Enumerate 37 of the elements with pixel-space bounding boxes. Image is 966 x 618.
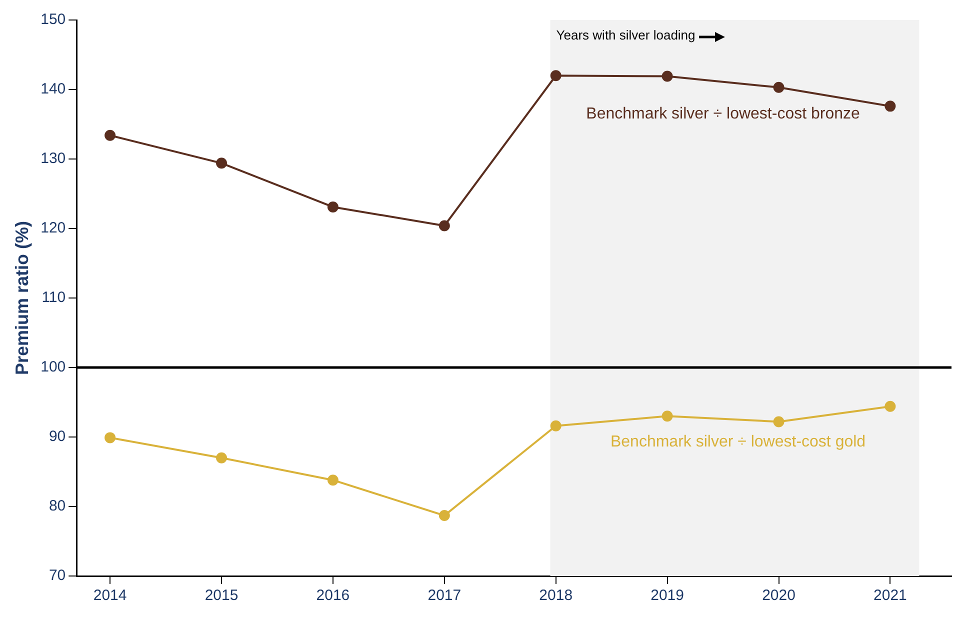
point bbox=[550, 420, 562, 432]
y-tick-label: 140 bbox=[40, 80, 66, 98]
x-tick-label: 2018 bbox=[539, 587, 573, 604]
band-label: Years with silver loading bbox=[556, 28, 696, 43]
point bbox=[104, 130, 116, 141]
x-tick-label: 2021 bbox=[874, 587, 907, 604]
series-label: Benchmark silver ÷ lowest-cost gold bbox=[610, 434, 866, 451]
series-label: Benchmark silver ÷ lowest-cost bronze bbox=[586, 106, 860, 123]
point bbox=[773, 416, 784, 428]
y-axis-title: Premium ratio (%) bbox=[12, 220, 32, 376]
x-tick-label: 2014 bbox=[93, 587, 127, 604]
y-tick-label: 80 bbox=[48, 498, 66, 515]
point bbox=[773, 82, 784, 93]
y-tick-label: 130 bbox=[40, 150, 66, 168]
point bbox=[104, 432, 116, 444]
point bbox=[216, 158, 228, 169]
point bbox=[550, 70, 562, 82]
y-tick-label: 70 bbox=[48, 567, 66, 584]
y-tick-label: 90 bbox=[48, 428, 66, 446]
x-tick-label: 2020 bbox=[762, 587, 796, 604]
point bbox=[216, 452, 228, 464]
point bbox=[662, 70, 673, 82]
y-tick-label: 150 bbox=[40, 11, 66, 28]
point bbox=[327, 474, 338, 486]
x-tick-label: 2019 bbox=[650, 587, 684, 604]
x-tick-label: 2015 bbox=[204, 587, 238, 604]
point bbox=[438, 510, 450, 522]
y-tick-label: 110 bbox=[42, 289, 66, 306]
y-tick-label: 100 bbox=[40, 358, 66, 376]
x-tick-label: 2017 bbox=[428, 587, 462, 604]
x-tick-label: 2016 bbox=[316, 587, 350, 604]
point bbox=[327, 201, 338, 212]
point bbox=[662, 410, 673, 422]
point bbox=[884, 400, 896, 412]
point bbox=[438, 220, 450, 232]
y-tick-label: 120 bbox=[40, 220, 66, 237]
point bbox=[884, 100, 896, 112]
